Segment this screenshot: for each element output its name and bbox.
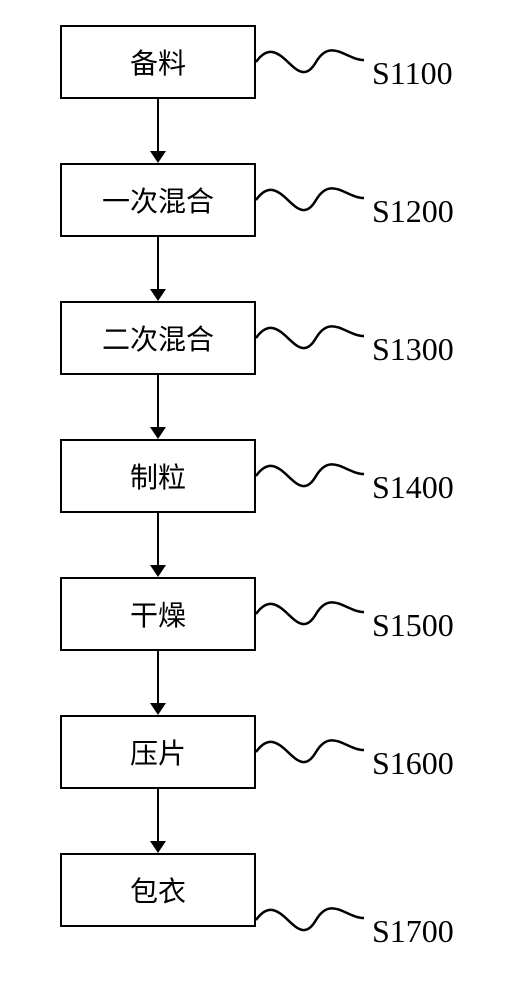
step-label-6: S1600 — [372, 745, 454, 782]
flow-node-2-label: 一次混合 — [102, 180, 214, 220]
flow-node-4: 制粒 — [60, 439, 256, 513]
flow-node-6: 压片 — [60, 715, 256, 789]
squiggle-7 — [256, 883, 366, 957]
flow-node-7-label: 包衣 — [130, 870, 186, 910]
step-label-7: S1700 — [372, 913, 454, 950]
squiggle-5 — [256, 577, 366, 651]
arrow-2-3-line — [157, 237, 159, 291]
flow-node-7: 包衣 — [60, 853, 256, 927]
flow-node-1-label: 备料 — [130, 42, 186, 82]
flow-node-5-label: 干燥 — [130, 594, 186, 634]
flow-node-1: 备料 — [60, 25, 256, 99]
arrow-1-2-line — [157, 99, 159, 153]
arrow-6-7-head — [150, 841, 166, 853]
arrow-3-4-line — [157, 375, 159, 429]
squiggle-3 — [256, 301, 366, 375]
squiggle-6 — [256, 715, 366, 789]
step-label-5: S1500 — [372, 607, 454, 644]
arrow-3-4-head — [150, 427, 166, 439]
arrow-4-5-line — [157, 513, 159, 567]
arrow-5-6-head — [150, 703, 166, 715]
squiggle-4 — [256, 439, 366, 513]
step-label-4: S1400 — [372, 469, 454, 506]
step-label-2: S1200 — [372, 193, 454, 230]
flow-node-6-label: 压片 — [130, 732, 186, 772]
arrow-6-7-line — [157, 789, 159, 843]
flowchart-canvas: 备料 S1100 一次混合 S1200 二次混合 S1300 制粒 S1400 … — [0, 0, 514, 1000]
arrow-5-6-line — [157, 651, 159, 705]
step-label-1: S1100 — [372, 55, 453, 92]
arrow-1-2-head — [150, 151, 166, 163]
squiggle-1 — [256, 25, 366, 99]
arrow-4-5-head — [150, 565, 166, 577]
flow-node-5: 干燥 — [60, 577, 256, 651]
step-label-3: S1300 — [372, 331, 454, 368]
flow-node-3-label: 二次混合 — [102, 318, 214, 358]
flow-node-3: 二次混合 — [60, 301, 256, 375]
flow-node-2: 一次混合 — [60, 163, 256, 237]
arrow-2-3-head — [150, 289, 166, 301]
squiggle-2 — [256, 163, 366, 237]
flow-node-4-label: 制粒 — [130, 456, 186, 496]
